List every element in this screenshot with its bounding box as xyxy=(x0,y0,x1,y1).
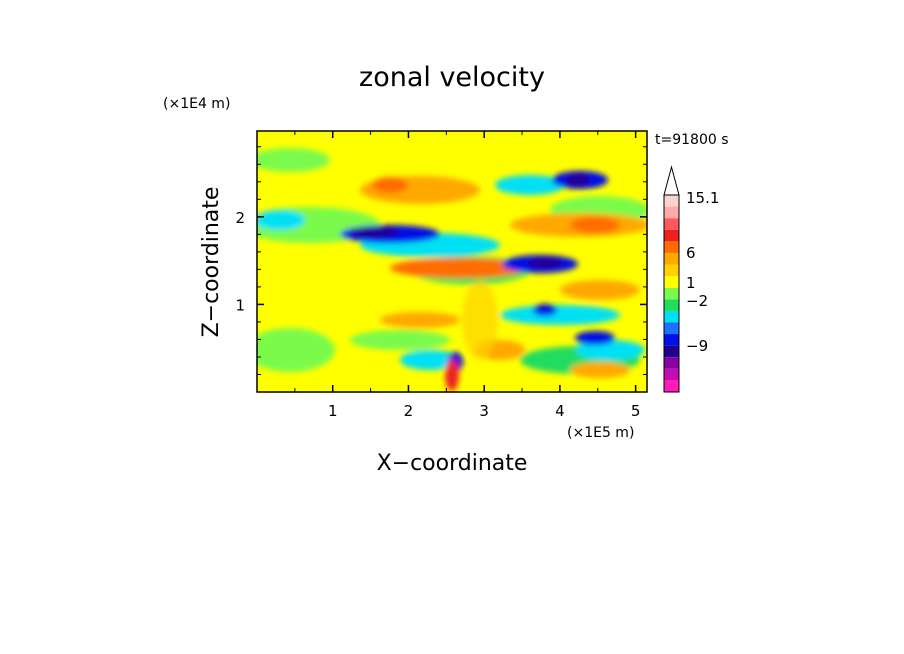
band-blue-5 xyxy=(533,304,557,316)
band-orange-6 xyxy=(570,362,630,378)
plot-frame xyxy=(256,130,648,393)
colorbar-swatch xyxy=(664,276,679,288)
band-red-1 xyxy=(372,177,408,193)
band-orange-2 xyxy=(390,258,530,278)
colorbar-swatch xyxy=(664,264,679,277)
heatmap-field xyxy=(257,131,647,392)
band-cyan-2 xyxy=(257,210,305,230)
colorbar-swatch xyxy=(664,229,679,242)
y-axis-label: Z−coordinate xyxy=(199,187,224,338)
x-tick-label: 3 xyxy=(479,402,489,420)
band-cyan-6 xyxy=(495,175,565,195)
x-tick-label: 2 xyxy=(404,402,414,420)
colorbar xyxy=(663,165,680,393)
colorbar-tick-label: −9 xyxy=(686,337,708,355)
colorbar-swatch xyxy=(664,218,679,230)
y-axis-ticks: 12 xyxy=(235,146,647,375)
colorbar-tick-label: 15.1 xyxy=(686,189,719,207)
colorbar-swatch xyxy=(664,287,679,300)
band-green-top xyxy=(257,148,330,172)
y-tick-label: 2 xyxy=(235,209,245,227)
colorbar-swatch xyxy=(664,241,679,253)
core-navy-1 xyxy=(350,227,400,237)
colorbar-tick-label: 6 xyxy=(686,244,696,262)
core-navy-2 xyxy=(527,258,563,268)
colorbar-swatch xyxy=(664,310,679,323)
colorbar-swatch xyxy=(664,380,679,392)
stem-red xyxy=(445,359,459,391)
band-red-2 xyxy=(570,217,620,233)
band-orange-4 xyxy=(560,280,640,300)
x-tick-label: 1 xyxy=(328,402,338,420)
band-green-low-mid xyxy=(350,330,450,350)
band-blue-4 xyxy=(575,331,615,345)
colorbar-swatch xyxy=(664,357,679,369)
colorbar-swatch xyxy=(664,345,679,358)
y-tick-label: 1 xyxy=(235,296,245,314)
x-tick-label: 5 xyxy=(631,402,641,420)
colorbar-swatch xyxy=(664,252,679,265)
band-orange-5 xyxy=(380,312,460,328)
band-cyan-5 xyxy=(575,340,645,360)
colorbar-swatch xyxy=(664,195,679,207)
y-unit-label: (×1E4 m) xyxy=(163,96,230,112)
colorbar-swatch xyxy=(664,299,679,311)
x-axis-ticks: 1 2 3 4 5 xyxy=(294,131,641,420)
x-axis-label: X−coordinate xyxy=(377,451,528,476)
colorbar-ticks: 15.1 6 1−2 −9 xyxy=(686,189,719,355)
colorbar-swatch xyxy=(664,334,679,346)
stem-mix xyxy=(462,280,498,360)
band-cyan-3 xyxy=(500,305,620,325)
time-label: t=91800 s xyxy=(655,132,729,148)
x-unit-label: (×1E5 m) xyxy=(567,425,634,441)
core-navy-3 xyxy=(566,174,590,186)
x-tick-label: 4 xyxy=(555,402,565,420)
colorbar-swatch xyxy=(664,322,679,335)
band-cyan-4 xyxy=(400,350,460,370)
colorbar-swatch xyxy=(664,368,679,381)
band-green-left-low xyxy=(257,328,335,372)
colorbar-extend-arrow xyxy=(663,165,680,196)
colorbar-tick-label: −2 xyxy=(686,292,708,310)
chart-title: zonal velocity xyxy=(359,62,545,93)
colorbar-tick-label: 1 xyxy=(686,274,696,292)
colorbar-swatch xyxy=(664,206,679,219)
